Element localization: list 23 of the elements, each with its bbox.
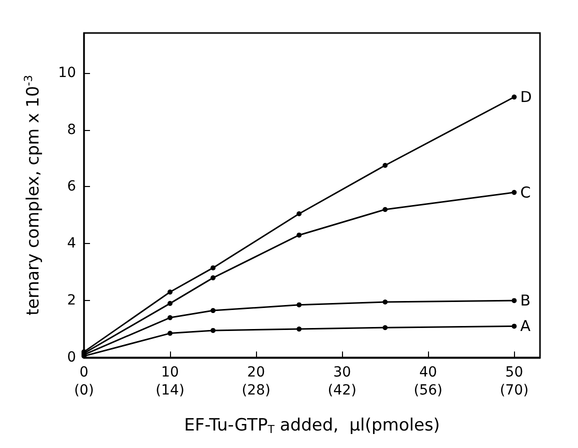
x2-tick-label: (28) bbox=[242, 382, 270, 398]
y-tick-label: 4 bbox=[67, 236, 76, 252]
x-tick-label: 0 bbox=[80, 364, 88, 380]
x-tick-label: 20 bbox=[247, 364, 265, 380]
y-tick-label: 2 bbox=[67, 292, 76, 309]
y-tick-label: 6 bbox=[67, 178, 76, 195]
x2-tick-label: (56) bbox=[414, 382, 443, 398]
series-label: D bbox=[520, 88, 532, 106]
x-tick-label: 30 bbox=[333, 364, 352, 380]
x2-tick-label: (14) bbox=[156, 382, 184, 398]
series-label: C bbox=[520, 183, 531, 202]
x2-tick-label: (42) bbox=[328, 382, 356, 398]
x-tick-label: 10 bbox=[161, 364, 179, 380]
y-tick-label: 8 bbox=[67, 122, 76, 138]
series-label: A bbox=[520, 317, 532, 336]
y-axis-title: ternary complex, cpm x 10-3 bbox=[22, 74, 44, 316]
y-tick-label: 10 bbox=[58, 64, 76, 81]
x-tick-label: 40 bbox=[419, 364, 438, 380]
x2-tick-label: (70) bbox=[500, 382, 529, 398]
x2-tick-label: (0) bbox=[74, 382, 94, 398]
x-tick-label: 50 bbox=[505, 364, 524, 380]
series-label: B bbox=[520, 292, 530, 310]
y-tick-label: 0 bbox=[67, 350, 76, 366]
